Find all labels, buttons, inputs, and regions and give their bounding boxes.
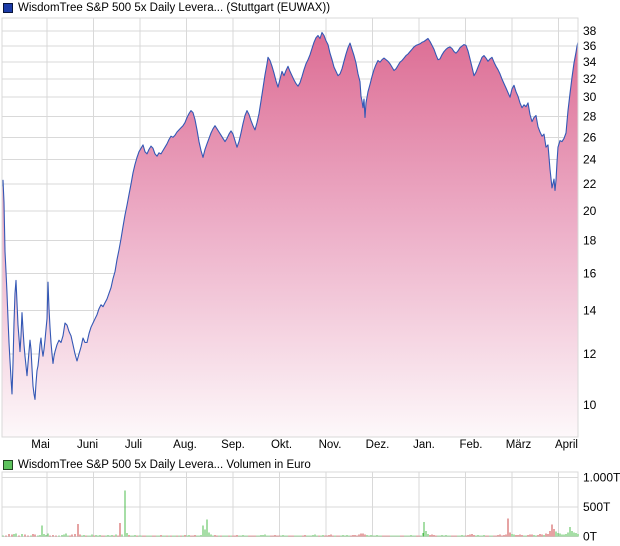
volume-series-marker-icon: [3, 460, 13, 470]
month-axis-tick: Okt.: [271, 439, 292, 451]
price-series-marker-icon: [3, 3, 13, 13]
month-axis-tick: Dez.: [366, 439, 390, 451]
month-axis-tick: Juli: [125, 439, 142, 451]
price-axis-tick: 16: [583, 266, 597, 280]
month-axis-tick: Juni: [77, 439, 98, 451]
price-axis-tick: 20: [583, 204, 597, 218]
month-axis-tick: März: [506, 439, 532, 451]
price-axis-tick: 28: [583, 110, 597, 124]
month-axis-tick: Feb.: [459, 439, 482, 451]
price-series-legend: WisdomTree S&P 500 5x Daily Levera... (S…: [3, 2, 330, 14]
volume-axis-tick: 1.000T: [583, 471, 620, 485]
month-axis-tick: Aug.: [173, 439, 197, 451]
price-line: [1, 31, 579, 400]
price-axis-tick: 14: [583, 304, 597, 318]
price-axis-tick: 38: [583, 24, 597, 38]
month-axis-tick: Jan.: [413, 439, 435, 451]
price-axis-tick: 34: [583, 55, 597, 69]
plot-borders: [1, 17, 579, 537]
price-axis-tick: 30: [583, 90, 597, 104]
price-axis-tick: 22: [583, 177, 597, 191]
price-area-fill: [2, 32, 578, 437]
volume-series-legend: WisdomTree S&P 500 5x Daily Levera... Vo…: [3, 459, 311, 471]
volume-series-label: WisdomTree S&P 500 5x Daily Levera... Vo…: [18, 459, 311, 471]
month-axis-tick: April: [555, 439, 578, 451]
price-series-label: WisdomTree S&P 500 5x Daily Levera... (S…: [18, 2, 331, 14]
price-axis-tick: 10: [583, 398, 597, 412]
price-axis-tick: 26: [583, 130, 597, 144]
price-axis-tick: 18: [583, 233, 597, 247]
price-axis-tick: 32: [583, 72, 597, 86]
month-axis-tick: Nov.: [319, 439, 342, 451]
price-axis-tick: 36: [583, 39, 597, 53]
month-axis-tick: Sep.: [221, 439, 245, 451]
volume-axis-tick: 0T: [583, 530, 598, 544]
month-axis-tick: Mai: [31, 439, 50, 451]
volume-bars: [2, 490, 579, 537]
price-axis-tick: 24: [583, 153, 597, 167]
price-axis-tick: 12: [583, 347, 597, 361]
volume-axis-tick: 500T: [583, 500, 611, 514]
